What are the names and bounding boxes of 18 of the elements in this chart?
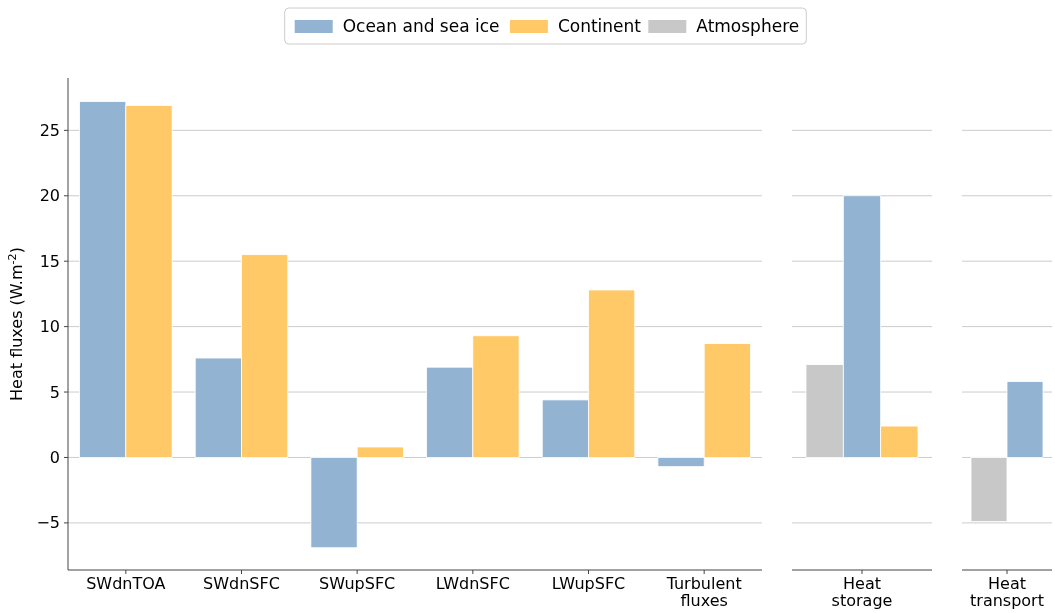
legend-label: Atmosphere [696,15,800,36]
x-tick-label: SWupSFC [319,574,396,593]
x-tick-label: Heat transport [970,574,1044,610]
x-tick-label: SWdnSFC [203,574,280,593]
x-tick-label: LWdnSFC [435,574,510,593]
y-tick-label: 25 [39,120,60,140]
legend-label: Ocean and sea ice [342,15,500,36]
y-tick-label: −5 [36,513,60,533]
x-tick-label: Turbulent fluxes [665,574,742,610]
y-tick-label: 20 [39,186,60,206]
x-tick-label: LWupSFC [551,574,626,593]
y-tick-label: 10 [39,317,60,337]
legend-label: Continent [557,15,642,36]
x-tick-label: SWdnTOA [86,574,166,593]
y-tick-label: 0 [49,448,60,468]
y-tick-label: 5 [49,382,60,402]
x-tick-label: Heat storage [831,574,893,610]
y-tick-label: 15 [39,251,60,271]
